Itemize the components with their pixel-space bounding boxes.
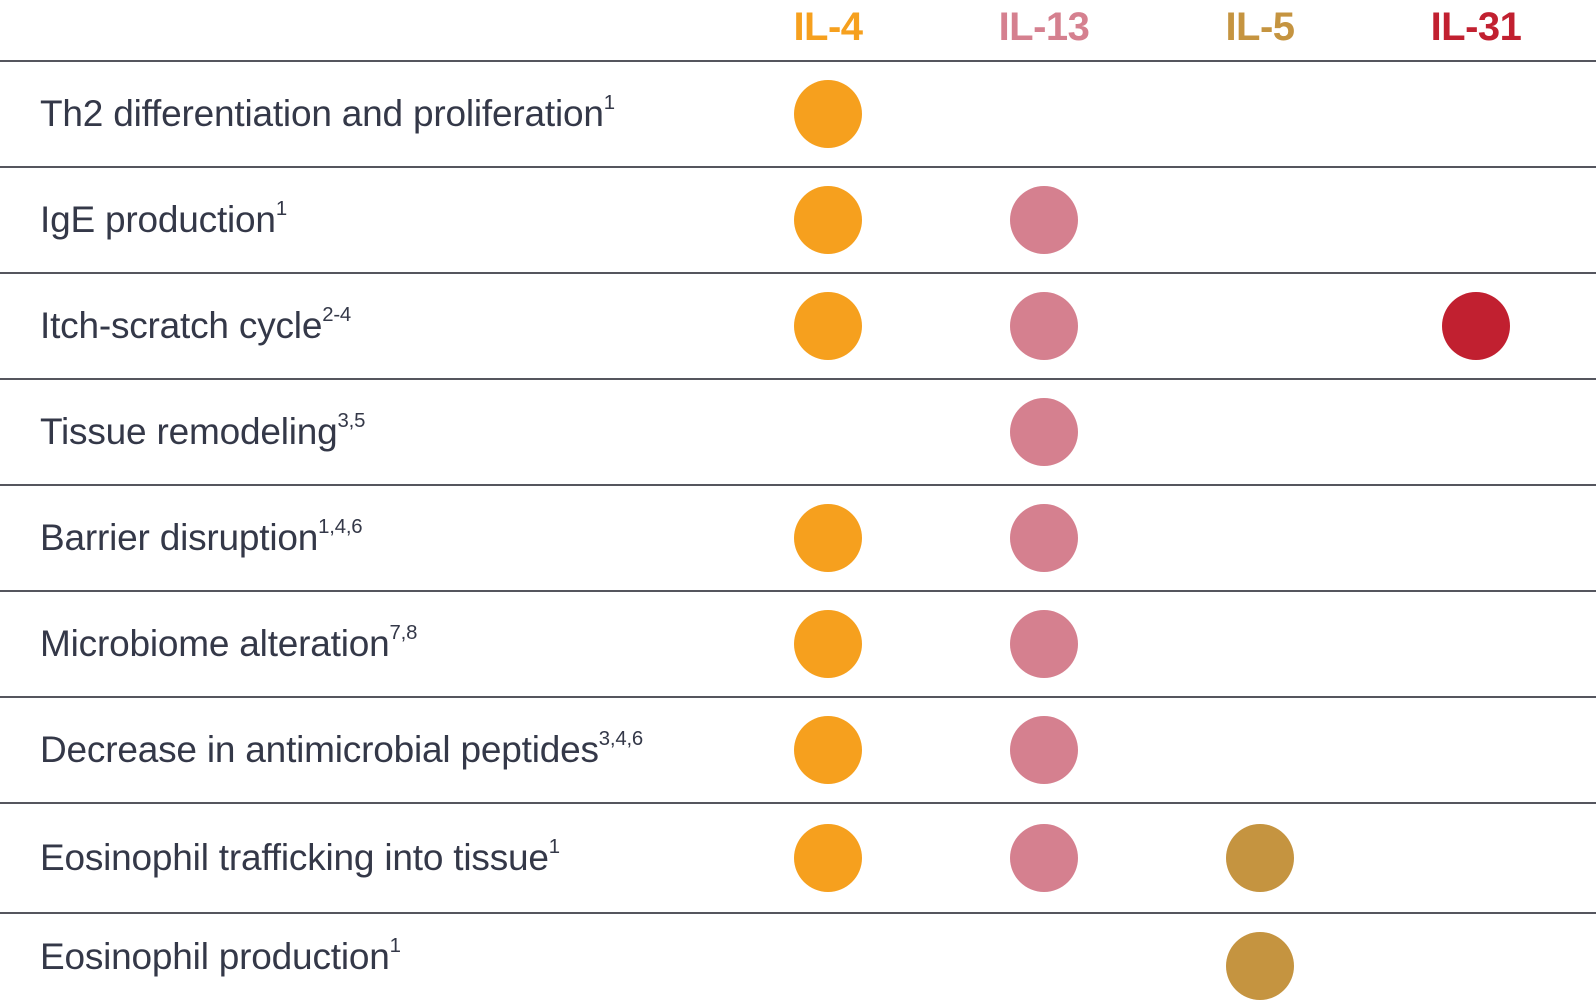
cell-il13 [936,274,1152,378]
row-label-text: Itch-scratch cycle [40,304,323,346]
row-label-reference: 1 [548,836,560,859]
dot-il31 [1442,292,1510,360]
cell-il31 [1368,804,1584,912]
dot-il13 [1010,610,1078,678]
row-label-text: IgE production [40,198,276,240]
cell-il5 [1152,62,1368,166]
column-header-il4: IL-4 [793,5,863,49]
dot-il13 [1010,292,1078,360]
table-row: Eosinophil production1 [0,912,1596,1000]
cell-il5 [1152,914,1368,1000]
cell-il4 [720,380,936,484]
cell-il5 [1152,168,1368,272]
row-label-reference: 1 [389,935,401,958]
row-label: IgE production1 [0,199,720,242]
table-row: Th2 differentiation and proliferation1 [0,60,1596,166]
cell-il31 [1368,914,1584,1000]
table-row: Decrease in antimicrobial peptides3,4,6 [0,696,1596,802]
dot-il5 [1226,932,1294,1000]
dot-il13 [1010,398,1078,466]
column-header-il5: IL-5 [1225,5,1295,49]
cell-il4 [720,804,936,912]
row-label-reference: 1,4,6 [318,516,363,539]
cell-il4 [720,168,936,272]
dot-il4 [794,292,862,360]
row-label-text: Th2 differentiation and proliferation [40,92,604,134]
cell-il4 [720,486,936,590]
dot-il13 [1010,716,1078,784]
row-label-text: Tissue remodeling [40,410,338,452]
cell-il31 [1368,168,1584,272]
row-label: Eosinophil production1 [0,936,720,979]
row-label: Itch-scratch cycle2-4 [0,305,720,348]
table-row: Microbiome alteration7,8 [0,590,1596,696]
row-label-text: Eosinophil production [40,935,390,977]
dot-il4 [794,610,862,678]
cell-il5 [1152,274,1368,378]
cell-il4 [720,914,936,1000]
cell-il4 [720,698,936,802]
cell-il31 [1368,274,1584,378]
table-row: Itch-scratch cycle2-4 [0,272,1596,378]
dot-il4 [794,824,862,892]
table-row: IgE production1 [0,166,1596,272]
cell-il13 [936,804,1152,912]
table-row: Tissue remodeling3,5 [0,378,1596,484]
cell-il13 [936,380,1152,484]
row-label-reference: 1 [603,92,615,115]
cell-il13 [936,592,1152,696]
row-label: Decrease in antimicrobial peptides3,4,6 [0,729,720,772]
cell-il31 [1368,62,1584,166]
cell-il13 [936,486,1152,590]
dot-il13 [1010,186,1078,254]
cell-il13 [936,168,1152,272]
row-label-text: Eosinophil trafficking into tissue [40,836,549,878]
column-header-il13: IL-13 [998,5,1090,49]
cell-il4 [720,274,936,378]
row-label-text: Decrease in antimicrobial peptides [40,728,599,770]
table-row: Eosinophil trafficking into tissue1 [0,802,1596,912]
dot-il4 [794,80,862,148]
column-header-il31: IL-31 [1430,5,1522,49]
dot-il13 [1010,824,1078,892]
cell-il5 [1152,486,1368,590]
cell-il5 [1152,698,1368,802]
dot-il13 [1010,504,1078,572]
cell-il5 [1152,804,1368,912]
row-label-reference: 7,8 [389,622,418,645]
cell-il4 [720,62,936,166]
cell-il4 [720,592,936,696]
cell-il13 [936,698,1152,802]
cell-il31 [1368,698,1584,802]
row-label: Th2 differentiation and proliferation1 [0,93,720,136]
table-header-row: IL-4 IL-13 IL-5 IL-31 [0,0,1596,60]
cell-il13 [936,62,1152,166]
row-label: Barrier disruption1,4,6 [0,517,720,560]
row-label-text: Microbiome alteration [40,622,390,664]
row-label-reference: 3,5 [337,410,366,433]
row-label-reference: 1 [275,198,287,221]
table-row: Barrier disruption1,4,6 [0,484,1596,590]
row-label-reference: 2-4 [322,304,352,327]
row-label-reference: 3,4,6 [598,728,644,751]
dot-il4 [794,504,862,572]
cell-il31 [1368,592,1584,696]
row-label-text: Barrier disruption [40,516,319,558]
row-label: Eosinophil trafficking into tissue1 [0,837,720,880]
cell-il13 [936,914,1152,1000]
dot-il4 [794,716,862,784]
cell-il5 [1152,380,1368,484]
table-body: Th2 differentiation and proliferation1 Ig… [0,60,1596,1000]
cell-il31 [1368,486,1584,590]
cell-il31 [1368,380,1584,484]
cell-il5 [1152,592,1368,696]
dot-il5 [1226,824,1294,892]
row-label: Tissue remodeling3,5 [0,411,720,454]
dot-il4 [794,186,862,254]
row-label: Microbiome alteration7,8 [0,623,720,666]
